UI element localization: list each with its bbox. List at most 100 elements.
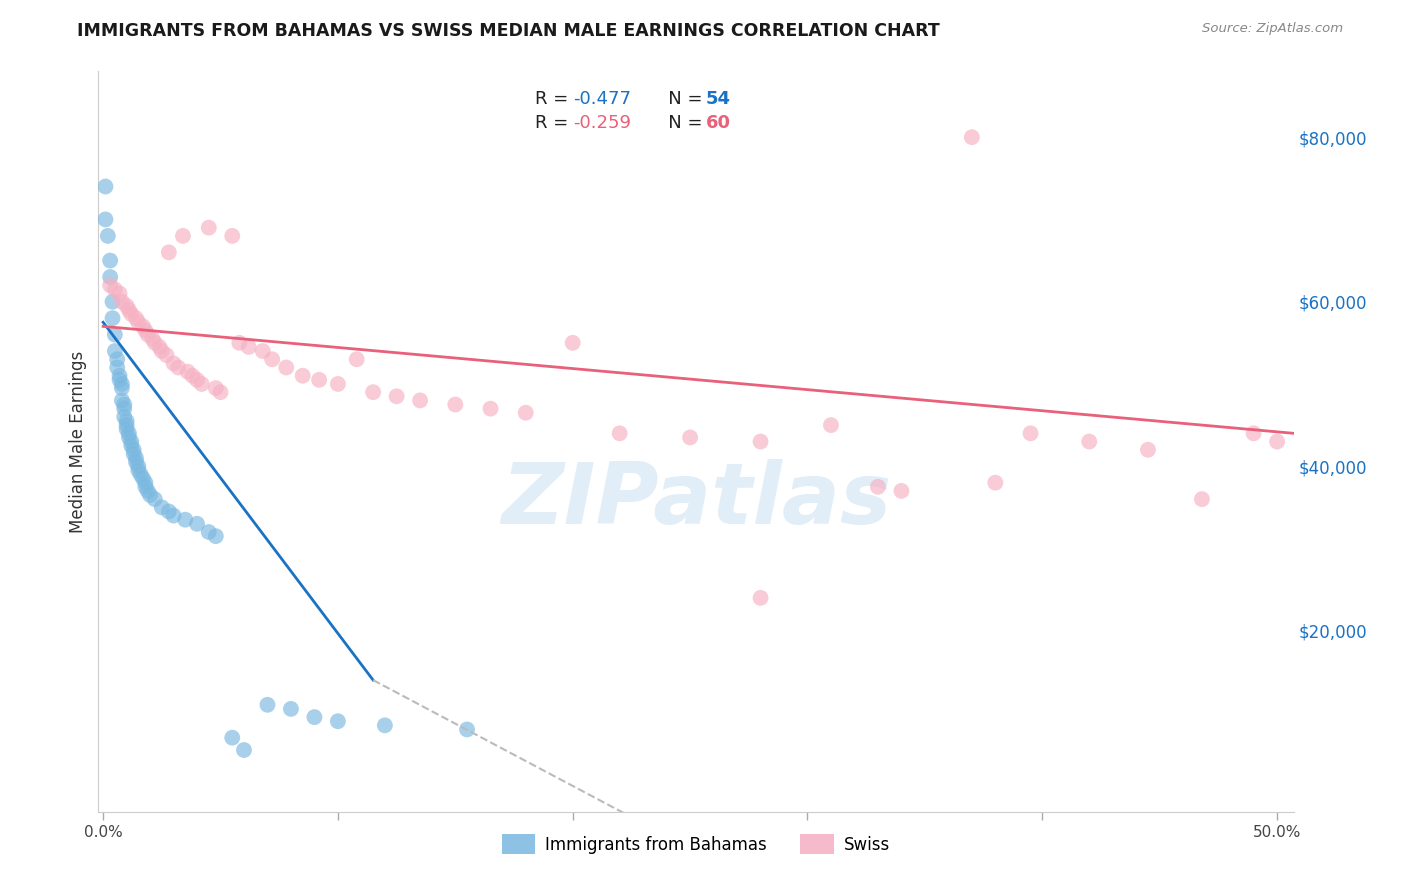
Point — [190, 376, 212, 391]
Point — [111, 381, 134, 395]
Point — [101, 294, 124, 309]
Point — [361, 385, 384, 400]
Point — [118, 426, 141, 441]
Point — [280, 702, 302, 716]
Point — [98, 278, 121, 293]
Point — [104, 327, 127, 342]
Point — [136, 327, 159, 342]
Text: ZIPatlas: ZIPatlas — [501, 459, 891, 542]
Text: R =: R = — [534, 90, 574, 108]
Point — [162, 356, 184, 370]
Point — [197, 220, 219, 235]
Point — [104, 344, 127, 359]
Point — [139, 488, 162, 502]
Point — [120, 434, 142, 449]
Point — [866, 480, 889, 494]
Point — [1243, 426, 1265, 441]
Text: N =: N = — [651, 114, 707, 132]
Point — [479, 401, 502, 416]
Point — [108, 368, 131, 383]
Text: -0.477: -0.477 — [572, 90, 631, 108]
Point — [256, 698, 278, 712]
Point — [984, 475, 1007, 490]
Point — [385, 389, 408, 403]
Point — [1078, 434, 1101, 449]
Point — [125, 311, 148, 326]
Point — [157, 504, 180, 518]
Point — [186, 516, 208, 531]
Point — [112, 409, 135, 424]
Point — [148, 340, 170, 354]
Point — [141, 332, 163, 346]
Point — [101, 311, 124, 326]
Point — [308, 373, 330, 387]
Point — [98, 253, 121, 268]
Point — [143, 335, 166, 350]
Point — [1136, 442, 1159, 457]
Point — [221, 731, 243, 745]
Point — [132, 319, 155, 334]
Point — [167, 360, 190, 375]
Point — [150, 500, 173, 515]
Point — [122, 442, 145, 457]
Point — [125, 450, 148, 465]
Point — [134, 480, 156, 494]
Point — [118, 302, 141, 317]
Point — [157, 245, 180, 260]
Point — [186, 373, 208, 387]
Point — [132, 471, 155, 485]
Point — [346, 352, 368, 367]
Point — [890, 483, 912, 498]
Point — [304, 710, 326, 724]
Point — [136, 483, 159, 498]
Point — [111, 376, 134, 391]
Point — [326, 714, 349, 729]
Point — [94, 212, 117, 227]
Point — [127, 315, 149, 329]
Point — [112, 398, 135, 412]
Point — [252, 344, 274, 359]
Point — [118, 430, 141, 444]
Point — [609, 426, 631, 441]
Point — [561, 335, 583, 350]
Point — [233, 743, 256, 757]
Point — [176, 365, 198, 379]
Point — [97, 228, 120, 243]
Point — [112, 401, 135, 416]
Point — [143, 492, 166, 507]
Text: 60: 60 — [706, 114, 731, 132]
Y-axis label: Median Male Earnings: Median Male Earnings — [69, 351, 87, 533]
Point — [204, 529, 226, 543]
Point — [105, 360, 128, 375]
Point — [749, 434, 772, 449]
Point — [374, 718, 396, 732]
Point — [1019, 426, 1042, 441]
Point — [1265, 434, 1288, 449]
Point — [172, 228, 194, 243]
Point — [108, 373, 131, 387]
Legend: Immigrants from Bahamas, Swiss: Immigrants from Bahamas, Swiss — [494, 826, 898, 863]
Point — [162, 508, 184, 523]
Point — [181, 368, 204, 383]
Point — [174, 513, 197, 527]
Text: IMMIGRANTS FROM BAHAMAS VS SWISS MEDIAN MALE EARNINGS CORRELATION CHART: IMMIGRANTS FROM BAHAMAS VS SWISS MEDIAN … — [77, 22, 941, 40]
Text: R =: R = — [534, 114, 574, 132]
Point — [238, 340, 260, 354]
Point — [444, 398, 467, 412]
Point — [456, 723, 478, 737]
Point — [749, 591, 772, 605]
Point — [115, 299, 138, 313]
Text: -0.259: -0.259 — [572, 114, 631, 132]
Point — [197, 524, 219, 539]
Point — [115, 422, 138, 436]
Point — [326, 376, 349, 391]
Point — [276, 360, 298, 375]
Point — [409, 393, 432, 408]
Point — [120, 307, 142, 321]
Point — [111, 294, 134, 309]
Text: N =: N = — [651, 90, 707, 108]
Point — [111, 393, 134, 408]
Point — [820, 418, 842, 433]
Point — [127, 463, 149, 477]
Point — [134, 475, 156, 490]
